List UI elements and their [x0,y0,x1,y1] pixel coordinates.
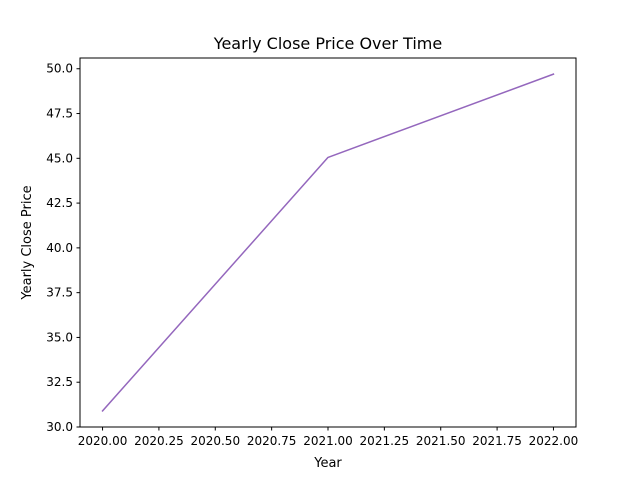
x-tick-label: 2021.00 [303,434,353,448]
y-tick-label: 50.0 [46,62,73,76]
y-tick-label: 47.5 [46,107,73,121]
x-tick-label: 2020.25 [134,434,184,448]
y-axis: 30.0 32.5 35.0 37.5 40.0 42.5 45.0 47.5 50.0 [46,62,80,434]
x-tick-label: 2021.75 [472,434,522,448]
x-tick-label: 2022.00 [529,434,579,448]
y-tick-label: 40.0 [46,241,73,255]
x-tick-label: 2020.00 [78,434,128,448]
x-tick-label: 2021.50 [416,434,466,448]
plot-area [101,73,555,412]
y-axis-label: Yearly Close Price [20,185,35,300]
y-tick-label: 42.5 [46,196,73,210]
y-tick-label: 30.0 [46,420,73,434]
plot-frame [79,57,577,428]
x-tick-label: 2020.50 [190,434,240,448]
y-tick-label: 45.0 [46,151,73,165]
x-tick-label: 2021.25 [360,434,410,448]
x-axis: 2020.00 2020.25 2020.50 2020.75 2021.00 2021.… [78,427,579,448]
x-axis-label: Year [313,456,342,471]
chart-title: Yearly Close Price Over Time [213,34,442,53]
series-line-0 [101,73,555,412]
x-tick-label: 2020.75 [247,434,297,448]
y-tick-label: 32.5 [46,375,73,389]
y-tick-label: 37.5 [46,286,73,300]
y-tick-label: 35.0 [46,330,73,344]
